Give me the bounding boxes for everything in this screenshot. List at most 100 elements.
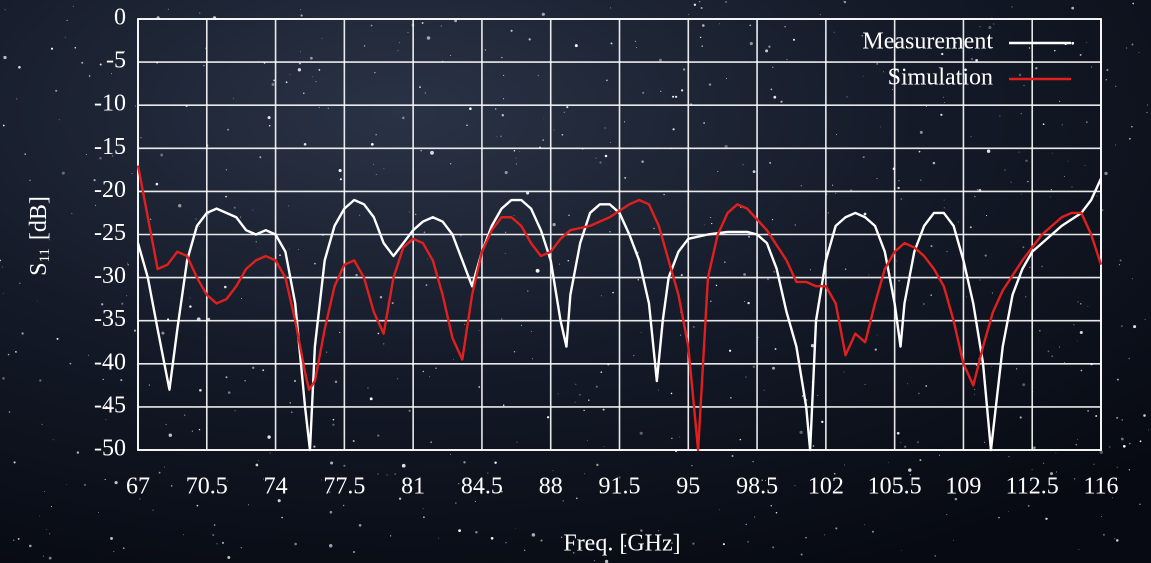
star	[251, 366, 255, 370]
star	[965, 44, 967, 46]
star	[660, 90, 662, 93]
star	[289, 248, 291, 250]
star	[900, 550, 902, 551]
star	[862, 75, 864, 77]
star	[1138, 51, 1140, 54]
star	[241, 298, 243, 299]
star	[599, 161, 602, 164]
star	[602, 408, 605, 411]
star	[149, 218, 152, 220]
star	[659, 58, 662, 62]
star	[1114, 538, 1116, 540]
star	[126, 295, 128, 297]
star	[896, 260, 898, 262]
star	[515, 528, 516, 529]
star	[178, 204, 182, 208]
star	[56, 337, 59, 340]
y-label-subscript: 11	[37, 248, 53, 262]
star	[285, 81, 288, 84]
star	[835, 527, 838, 530]
star	[846, 96, 848, 98]
star	[898, 180, 900, 182]
star	[653, 227, 655, 230]
star	[1122, 444, 1126, 448]
star	[334, 380, 338, 384]
star	[618, 476, 621, 479]
y-tick-label: -50	[94, 436, 126, 462]
star	[863, 212, 867, 216]
x-tick-label: 74	[264, 474, 288, 500]
star	[991, 292, 994, 294]
star	[88, 75, 91, 77]
star	[864, 384, 866, 386]
star	[500, 318, 503, 320]
star	[4, 9, 6, 11]
star	[925, 385, 927, 387]
star	[1147, 104, 1149, 106]
star	[1085, 121, 1088, 123]
star	[770, 88, 773, 91]
star	[770, 505, 772, 507]
star	[396, 378, 399, 380]
y-tick-label: -30	[94, 263, 126, 289]
star	[861, 35, 863, 37]
star	[663, 193, 665, 196]
star	[1080, 369, 1083, 372]
star	[216, 543, 218, 545]
y-axis-label: S11 [dB]	[26, 196, 54, 276]
star	[692, 542, 695, 545]
star	[394, 473, 396, 475]
y-tick-label: -45	[94, 392, 126, 418]
star	[986, 149, 991, 153]
star	[255, 241, 257, 243]
star	[766, 278, 770, 281]
star	[1061, 124, 1064, 126]
star	[1022, 246, 1025, 249]
star	[604, 559, 609, 563]
star	[1106, 68, 1109, 72]
star	[51, 506, 53, 508]
star	[1011, 6, 1013, 8]
star	[824, 534, 826, 536]
star	[773, 270, 776, 273]
star	[1087, 410, 1089, 412]
star	[531, 533, 536, 537]
star	[289, 74, 291, 76]
star	[288, 205, 290, 207]
x-tick-label: 81	[401, 474, 425, 500]
star	[1091, 66, 1093, 68]
y-tick-label: -35	[94, 306, 126, 332]
star	[672, 128, 675, 131]
star	[81, 61, 84, 64]
star	[481, 493, 483, 495]
star	[458, 483, 460, 485]
star	[794, 224, 796, 226]
star	[71, 212, 73, 215]
star	[420, 149, 422, 152]
x-tick-label: 112.5	[1006, 474, 1059, 500]
star	[1016, 368, 1018, 370]
star	[728, 349, 732, 352]
star	[133, 329, 137, 332]
star	[1074, 478, 1076, 480]
star	[383, 343, 385, 345]
star	[99, 63, 102, 66]
star	[248, 504, 250, 506]
star	[281, 516, 283, 519]
star	[1131, 43, 1134, 46]
star	[817, 395, 819, 397]
star	[2, 377, 5, 380]
star	[212, 533, 215, 537]
star	[680, 89, 684, 92]
star	[604, 154, 608, 158]
star	[1050, 189, 1052, 191]
star	[749, 42, 753, 46]
star	[561, 133, 564, 136]
star	[810, 344, 815, 348]
star	[1102, 533, 1105, 536]
star	[389, 535, 392, 537]
star	[934, 555, 937, 557]
star	[542, 139, 545, 142]
star	[318, 69, 321, 71]
y-tick-label: -40	[94, 349, 126, 375]
